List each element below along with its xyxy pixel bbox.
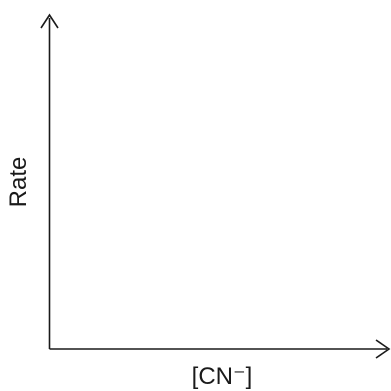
x-axis-label: [CN⁻] [192, 363, 253, 390]
y-axis-label: Rate [5, 157, 32, 208]
x-axis-arrow-icon [375, 339, 391, 359]
y-axis-arrow-icon [40, 13, 59, 29]
y-axis [40, 13, 59, 349]
x-axis [49, 339, 391, 359]
